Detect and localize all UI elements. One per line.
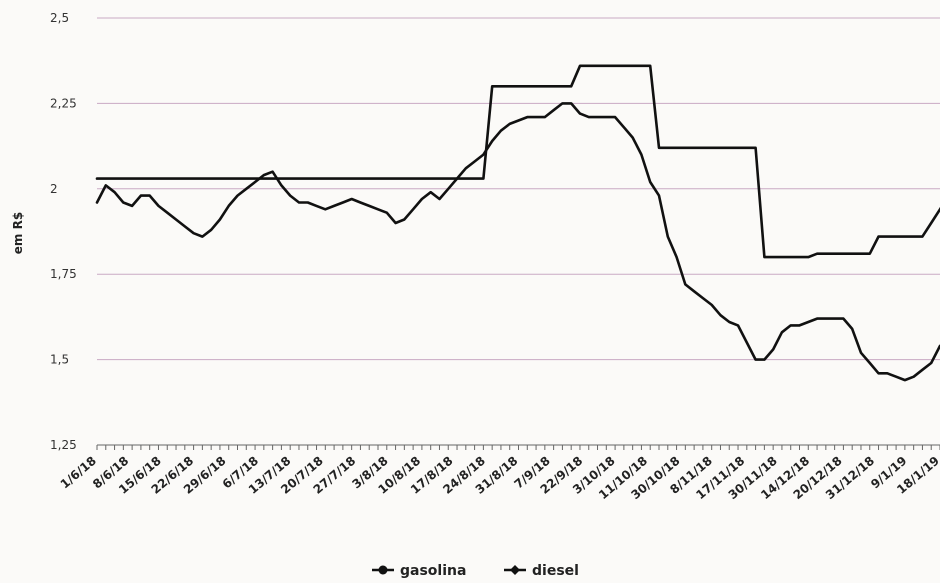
series-lines bbox=[95, 64, 940, 382]
legend-item-gasolina: gasolina bbox=[372, 563, 466, 579]
series-line-gasolina bbox=[95, 102, 940, 382]
legend-marker-diamond bbox=[510, 565, 520, 575]
y-tick-label: 1,25 bbox=[50, 438, 77, 452]
gridlines bbox=[97, 17, 940, 361]
y-tick-label: 1,5 bbox=[50, 353, 69, 367]
y-axis-label: em R$ bbox=[11, 212, 25, 254]
legend-label: gasolina bbox=[400, 563, 466, 579]
legend-marker-circle bbox=[378, 565, 388, 575]
series-line-diesel bbox=[95, 64, 940, 259]
y-tick-label: 1,75 bbox=[50, 267, 77, 281]
y-tick-label: 2,5 bbox=[50, 11, 69, 25]
legend-label: diesel bbox=[532, 563, 579, 579]
y-tick-label: 2,25 bbox=[50, 96, 77, 110]
y-axis-ticks: 2,5 2,25 2 1,75 1,5 1,25 bbox=[50, 11, 77, 452]
x-axis: 1/6/188/6/1815/6/1822/6/1829/6/186/7/181… bbox=[58, 444, 940, 502]
x-tick-label: 1/6/18 bbox=[58, 454, 99, 492]
y-tick-label: 2 bbox=[50, 182, 58, 196]
legend: gasolina diesel bbox=[372, 563, 579, 579]
legend-item-diesel: diesel bbox=[504, 563, 579, 579]
